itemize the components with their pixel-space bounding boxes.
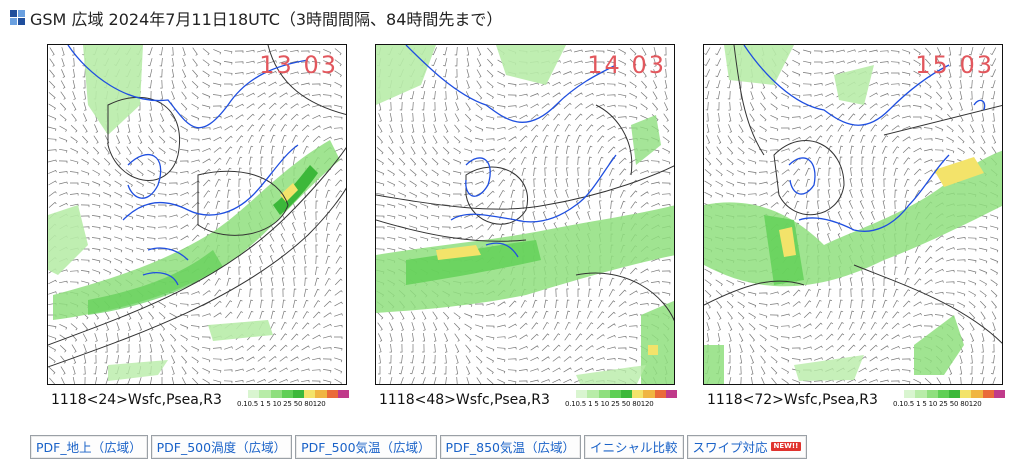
weather-map-graphic [704, 45, 1002, 384]
legend-swatch [576, 390, 588, 398]
legend-swatch [609, 390, 622, 398]
initial-comparison-button[interactable]: イニシャル比較 [584, 435, 684, 459]
precipitation-legend: 0.10.5 1 5 10 25 50 80120 [237, 390, 350, 412]
valid-time-stamp: 14 03 [587, 51, 666, 79]
panel-caption: 1118<24>Wsfc,Psea,R3 [51, 392, 222, 408]
legend-swatch [598, 390, 610, 398]
legend-swatch [971, 390, 983, 398]
valid-time-stamp: 15 03 [915, 51, 994, 79]
legend-swatch [632, 390, 644, 398]
pdf-surface-button[interactable]: PDF_地上（広域） [30, 435, 148, 459]
legend-swatch [565, 390, 577, 398]
valid-time-stamp: 13 03 [259, 51, 338, 79]
forecast-panel-24h: 13 03 1118<24>Wsfc,Psea,R3 0.10.5 1 5 10… [47, 44, 350, 412]
legend-swatch [293, 390, 305, 398]
new-badge: NEW!! [770, 442, 802, 451]
legend-swatch [926, 390, 938, 398]
precipitation-legend: 0.10.5 1 5 10 25 50 80120 [893, 390, 1006, 412]
legend-swatch [621, 390, 633, 398]
legend-swatch [960, 390, 972, 398]
grid-logo-icon [10, 10, 26, 26]
legend-swatch [304, 390, 316, 398]
legend-swatch [993, 390, 1006, 398]
legend-swatch [937, 390, 950, 398]
button-label: スワイプ対応 [692, 440, 768, 455]
legend-swatch [248, 390, 260, 398]
legend-swatch [904, 390, 916, 398]
legend-swatch [982, 390, 994, 398]
legend-swatch [915, 390, 927, 398]
legend-swatch [643, 390, 655, 398]
forecast-panel-72h: 15 03 1118<72>Wsfc,Psea,R3 0.10.5 1 5 10… [703, 44, 1006, 412]
weather-map-24h[interactable]: 13 03 [47, 44, 347, 385]
link-button-bar: PDF_地上（広域） PDF_500渦度（広域） PDF_500気温（広域） P… [30, 435, 808, 459]
legend-tick-labels: 0.10.5 1 5 10 25 50 80120 [237, 400, 326, 408]
button-label: PDF_850気温（広域） [445, 440, 576, 455]
legend-swatch [270, 390, 282, 398]
legend-color-bar [565, 390, 678, 398]
weather-map-graphic [48, 45, 346, 384]
swipe-support-button[interactable]: スワイプ対応 NEW!! [686, 435, 808, 459]
legend-swatch [326, 390, 338, 398]
legend-swatch [587, 390, 599, 398]
legend-tick-labels: 0.10.5 1 5 10 25 50 80120 [565, 400, 654, 408]
forecast-panel-48h: 14 03 1118<48>Wsfc,Psea,R3 0.10.5 1 5 10… [375, 44, 678, 412]
pdf-850-temperature-button[interactable]: PDF_850気温（広域） [439, 435, 582, 459]
legend-color-bar [237, 390, 350, 398]
legend-swatch [665, 390, 678, 398]
page-title: GSM 広域 2024年7月11日18UTC（3時間間隔、84時間先まで） [30, 10, 503, 29]
button-label: PDF_地上（広域） [36, 440, 142, 455]
header: GSM 広域 2024年7月11日18UTC（3時間間隔、84時間先まで） [10, 6, 502, 30]
legend-swatch [337, 390, 350, 398]
weather-map-graphic [376, 45, 674, 384]
legend-swatch [281, 390, 294, 398]
legend-swatch [237, 390, 249, 398]
legend-swatch [893, 390, 905, 398]
legend-color-bar [893, 390, 1006, 398]
panel-caption: 1118<48>Wsfc,Psea,R3 [379, 392, 550, 408]
legend-swatch [315, 390, 327, 398]
weather-map-72h[interactable]: 15 03 [703, 44, 1003, 385]
weather-map-48h[interactable]: 14 03 [375, 44, 675, 385]
precipitation-legend: 0.10.5 1 5 10 25 50 80120 [565, 390, 678, 412]
legend-swatch [654, 390, 666, 398]
button-label: PDF_500気温（広域） [301, 440, 431, 455]
legend-swatch [949, 390, 961, 398]
pdf-500-vorticity-button[interactable]: PDF_500渦度（広域） [150, 435, 293, 459]
legend-tick-labels: 0.10.5 1 5 10 25 50 80120 [893, 400, 982, 408]
legend-swatch [259, 390, 271, 398]
button-label: イニシャル比較 [590, 440, 678, 455]
pdf-500-temperature-button[interactable]: PDF_500気温（広域） [295, 435, 437, 459]
panel-caption: 1118<72>Wsfc,Psea,R3 [707, 392, 878, 408]
button-label: PDF_500渦度（広域） [156, 440, 287, 455]
